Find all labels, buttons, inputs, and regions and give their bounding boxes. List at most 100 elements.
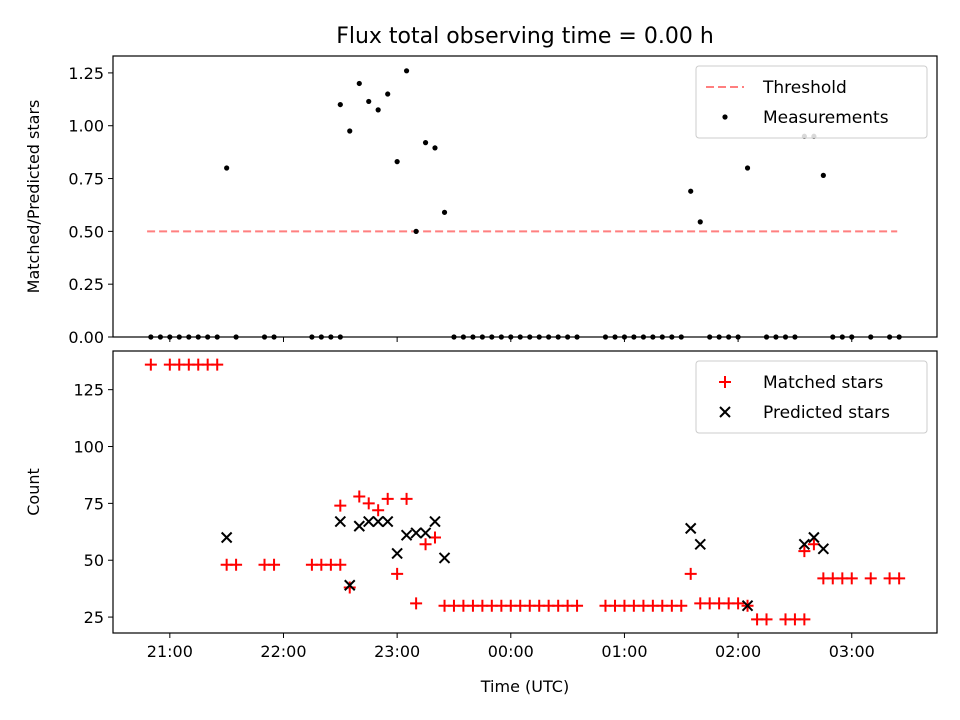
data-point [334,515,347,528]
data-point [782,334,789,340]
data-point [688,188,694,194]
series-0 [144,358,906,626]
data-point [205,334,211,340]
data-point [391,567,404,580]
data-point [381,515,394,528]
data-point [347,128,353,134]
x-axis-label: Time (UTC) [480,677,569,696]
data-point [144,358,157,371]
data-point [735,334,741,340]
data-point [817,543,830,555]
data-point [375,107,381,113]
data-point [176,334,182,340]
y-axis-label: Matched/Predicted stars [24,100,43,294]
y-axis-label: Count [24,468,43,516]
data-point [612,334,618,340]
data-point [896,334,902,340]
data-point [830,334,836,340]
data-point [716,334,722,340]
data-point [744,165,751,171]
data-point [372,504,385,517]
data-point [391,547,403,560]
x-tick-label: 02:00 [715,642,761,661]
data-point [602,334,609,340]
data-point [741,600,754,612]
axes-frame [112,55,938,338]
data-point [268,558,281,571]
data-point [489,334,495,340]
y-tick-label: 1.25 [68,64,104,83]
data-point [261,334,268,340]
data-point [403,68,410,74]
data-point [381,492,394,505]
data-point [760,613,773,626]
legend-label: Measurements [763,108,889,128]
data-point [195,334,201,340]
x-tick-label: 00:00 [488,642,534,661]
data-point [849,334,855,340]
data-point [498,334,504,340]
data-point [366,98,372,105]
data-point [148,334,154,340]
data-point [419,538,432,551]
data-point [432,145,438,151]
data-point [372,515,384,528]
y-tick-label: 0.50 [68,222,104,241]
data-point [328,334,334,340]
legend-swatch [719,406,731,418]
data-point [887,334,893,340]
data-point [640,334,647,340]
data-point [685,522,697,535]
legend-label: Threshold [762,78,847,98]
data-point [410,597,423,610]
data-point [798,545,811,558]
data-point [451,334,457,340]
data-point [868,334,874,340]
data-point [334,558,347,571]
data-point [353,520,365,532]
data-point [233,334,239,340]
y-tick-label: 25 [84,608,104,627]
data-point [479,334,485,340]
data-point [334,499,347,512]
data-point [394,159,400,165]
data-point [167,334,173,340]
data-point [820,172,826,178]
data-point [536,334,542,340]
y-axis: 25 50 75 100 125 [73,381,113,627]
data-point [318,334,324,340]
data-point [337,101,343,108]
y-tick-label: 125 [73,381,104,400]
data-point [527,334,533,340]
top-panel: 0.00 0.25 0.50 0.75 1.00 1.25 Matched/Predicte… [24,55,938,347]
data-point [400,492,413,505]
y-tick-label: 0.75 [68,170,104,189]
data-point [659,334,665,340]
data-point [362,497,375,510]
data-point [565,334,571,340]
legend-label: Predicted stars [763,403,890,423]
data-point [571,599,584,612]
y-tick-label: 75 [84,494,104,513]
data-point [438,552,451,564]
y-tick-label: 1.00 [68,117,104,136]
y-tick-label: 0.25 [68,275,104,294]
legend: Threshold Measurements [695,65,928,139]
data-point [224,165,230,171]
bottom-panel: 25 50 75 100 125 21:00 22:00 23:00 00:00 01:00 02:… [24,350,938,696]
data-point [211,358,224,371]
data-point [697,219,703,225]
data-point [798,538,811,551]
series-1 [220,515,830,612]
data-point [808,531,820,544]
data-point [186,334,192,340]
data-point [230,558,243,571]
data-point [385,91,391,97]
series-0 [148,68,902,340]
data-point [344,579,356,591]
data-point [517,334,523,340]
data-point [413,228,419,234]
data-point [363,515,375,528]
data-point [410,527,422,539]
